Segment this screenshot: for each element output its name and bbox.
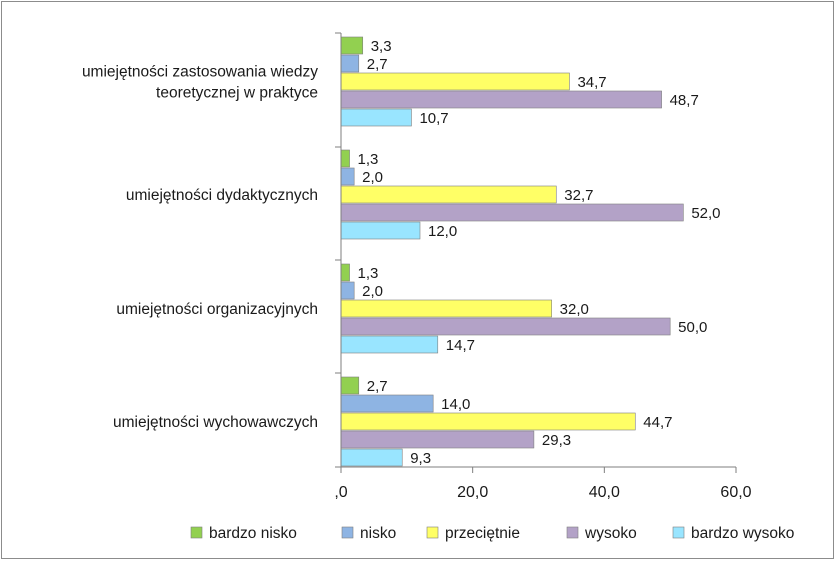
- data-label: 14,0: [441, 396, 470, 413]
- data-label: 1,3: [358, 265, 379, 282]
- data-label: 48,7: [670, 92, 699, 109]
- data-label: 32,7: [564, 187, 593, 204]
- bar: [340, 108, 412, 127]
- legend-label: przeciętnie: [445, 525, 520, 542]
- bar: [340, 36, 364, 55]
- legend-swatch: [672, 526, 685, 539]
- bar: [340, 90, 662, 109]
- legend-swatch: [426, 526, 439, 539]
- data-label: 50,0: [678, 319, 707, 336]
- x-tick-label: ,0: [334, 484, 347, 501]
- category-label: teoretycznej w praktyce: [156, 85, 318, 102]
- data-label: 32,0: [560, 301, 589, 318]
- data-label: 2,0: [362, 169, 383, 186]
- category-label: umiejętności organizacyjnych: [116, 301, 318, 318]
- data-label: 52,0: [691, 205, 720, 222]
- legend-swatch: [341, 526, 354, 539]
- bar: [340, 72, 570, 91]
- x-tick-label: 40,0: [589, 484, 620, 501]
- bar: [340, 335, 439, 354]
- legend-swatch: [190, 526, 203, 539]
- bar: [340, 281, 355, 300]
- data-label: 1,3: [358, 151, 379, 168]
- bar: [340, 185, 557, 204]
- x-tick-label: 60,0: [720, 484, 751, 501]
- category-label: umiejętności wychowawczych: [113, 414, 318, 431]
- data-label: 2,7: [367, 378, 388, 395]
- legend-label: nisko: [360, 525, 396, 542]
- data-label: 34,7: [577, 74, 606, 91]
- bar: [340, 394, 434, 413]
- data-label: 10,7: [419, 110, 448, 127]
- data-label: 2,0: [362, 283, 383, 300]
- bar: [340, 167, 355, 186]
- data-label: 9,3: [410, 450, 431, 467]
- bar: [340, 448, 403, 467]
- data-label: 29,3: [542, 432, 571, 449]
- bar: [340, 54, 360, 73]
- legend-label: bardzo wysoko: [691, 525, 794, 542]
- data-label: 12,0: [428, 223, 457, 240]
- bar: [340, 149, 350, 168]
- bar: [340, 430, 535, 449]
- bar: [340, 203, 684, 222]
- legend-label: bardzo nisko: [209, 525, 297, 542]
- category-label: umiejętności dydaktycznych: [126, 187, 318, 204]
- data-label: 3,3: [371, 38, 392, 55]
- data-label: 2,7: [367, 56, 388, 73]
- x-tick-label: 20,0: [457, 484, 488, 501]
- data-label: 14,7: [446, 337, 475, 354]
- bar: [340, 299, 552, 318]
- category-label: umiejętności zastosowania wiedzy: [82, 64, 318, 81]
- data-label: 44,7: [643, 414, 672, 431]
- bar: [340, 221, 421, 240]
- bar: [340, 317, 671, 336]
- bar: [340, 412, 636, 431]
- legend-label: wysoko: [584, 525, 637, 542]
- bar: [340, 376, 360, 395]
- legend-swatch: [566, 526, 579, 539]
- bar: [340, 263, 350, 282]
